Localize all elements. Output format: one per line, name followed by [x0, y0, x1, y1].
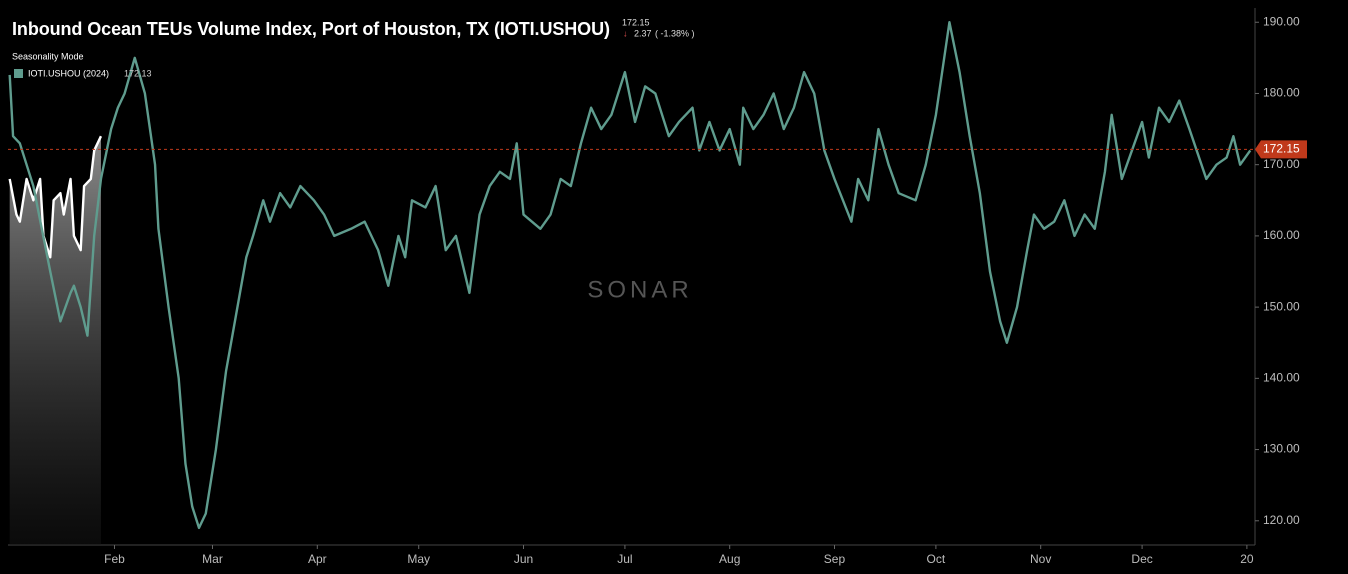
series-line	[8, 21, 1252, 530]
y-tick-label: 170.00	[1263, 157, 1300, 171]
legend-value: 172.13	[124, 68, 152, 78]
x-tick-label: Dec	[1131, 552, 1152, 566]
seasonal-shade	[9, 136, 101, 545]
x-tick-label: Aug	[719, 552, 740, 566]
last-value-tag	[1255, 140, 1307, 159]
header-value: 172.15	[622, 17, 650, 27]
x-tick-label: Feb	[104, 552, 125, 566]
header-change-pct: ( -1.38% )	[655, 28, 695, 38]
watermark: SONAR	[587, 276, 692, 303]
y-tick-label: 130.00	[1263, 442, 1300, 456]
x-tick-label: Jun	[514, 552, 533, 566]
y-tick-label: 160.00	[1263, 228, 1300, 242]
x-tick-label: 20	[1240, 552, 1254, 566]
x-tick-label: Mar	[202, 552, 223, 566]
y-tick-label: 190.00	[1263, 14, 1300, 28]
y-tick-label: 140.00	[1263, 371, 1300, 385]
legend-swatch	[14, 69, 23, 78]
header-change: 2.37	[634, 28, 652, 38]
y-tick-label: 120.00	[1263, 513, 1300, 527]
down-arrow: ↓	[623, 28, 628, 38]
legend-title: Seasonality Mode	[12, 51, 84, 61]
last-value-label: 172.15	[1263, 142, 1300, 156]
y-tick-label: 180.00	[1263, 86, 1300, 100]
y-tick-label: 150.00	[1263, 299, 1300, 313]
legend-label: IOTI.USHOU (2024)	[28, 68, 109, 78]
x-tick-label: Sep	[824, 552, 846, 566]
x-tick-label: Oct	[927, 552, 946, 566]
x-tick-label: Nov	[1030, 552, 1051, 566]
x-tick-label: May	[407, 552, 430, 566]
x-tick-label: Apr	[308, 552, 327, 566]
x-tick-label: Jul	[617, 552, 632, 566]
chart-title: Inbound Ocean TEUs Volume Index, Port of…	[12, 19, 610, 39]
series-line	[8, 135, 103, 259]
